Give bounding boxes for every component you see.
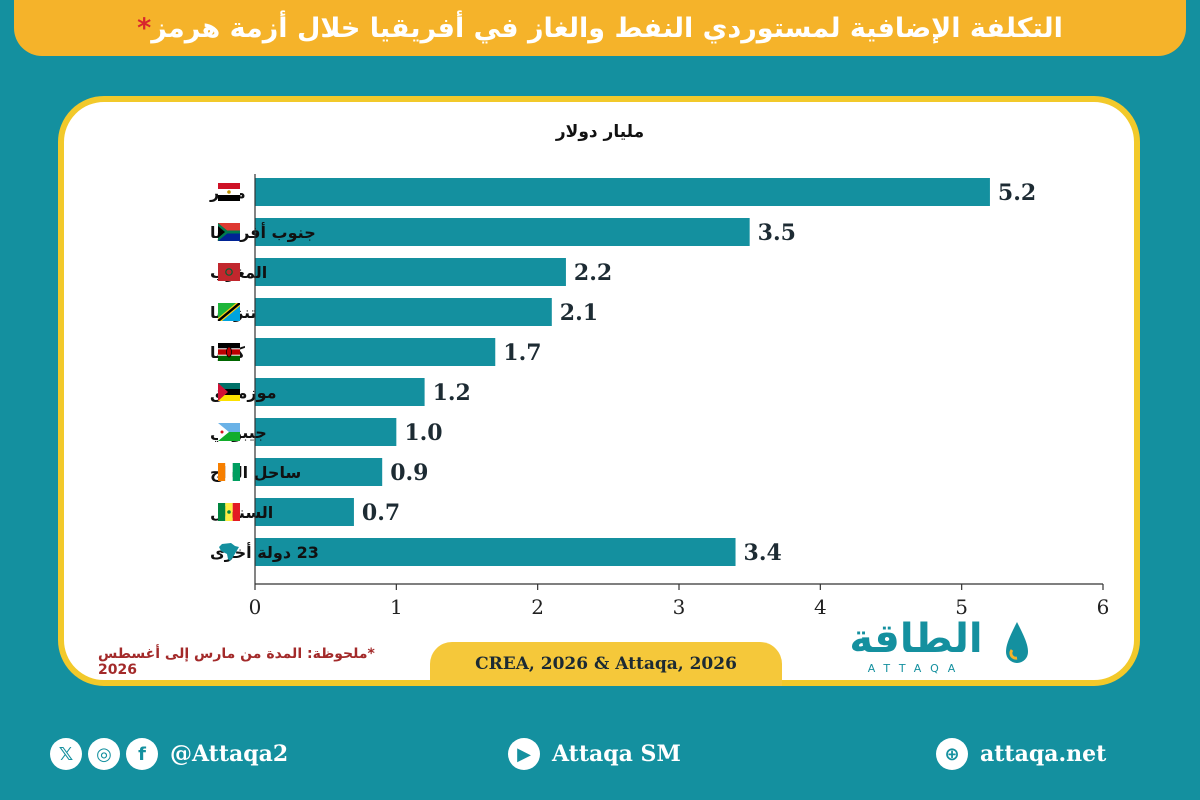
senegal-flag-icon [218,503,240,521]
x-tick-label-3: 3 [673,595,686,619]
kenya-flag-icon [218,343,240,361]
attaqa-logo: الطاقة ATTAQA [826,616,1046,680]
value-label-2: 2.2 [574,260,612,286]
value-label-8: 0.7 [362,500,400,526]
chart-title: التكلفة الإضافية لمستوردي النفط والغاز ف… [137,12,1063,44]
djibouti-flag-icon [218,423,240,441]
value-label-7: 0.9 [390,460,428,486]
value-label-3: 2.1 [560,300,598,326]
value-label-6: 1.0 [404,420,442,446]
instagram-icon[interactable]: ◎ [88,738,120,770]
bar-2 [255,258,566,286]
bar-9 [255,538,736,566]
bar-5 [255,378,425,406]
social-handle[interactable]: @Attaqa2 [170,741,289,767]
title-bar: التكلفة الإضافية لمستوردي النفط والغاز ف… [14,0,1186,56]
x-tick-label-2: 2 [531,595,544,619]
x-tick-label-0: 0 [249,595,262,619]
source-label: CREA, 2026 & Attaqa, 2026 [430,642,782,686]
value-label-9: 3.4 [744,540,782,566]
value-label-1: 3.5 [758,220,796,246]
x-tick-label-1: 1 [390,595,403,619]
logo-arabic: الطاقة [849,616,983,662]
ivory-coast-flag-icon [218,463,240,481]
x-tick-label-5: 5 [955,595,968,619]
mozambique-flag-icon [218,383,240,401]
bar-6 [255,418,397,446]
drop-icon [1006,622,1028,663]
unit-label: مليار دولار [555,122,645,142]
logo-latin: ATTAQA [867,662,965,675]
website-url[interactable]: attaqa.net [980,741,1107,767]
tanzania-flag-icon [218,303,240,321]
footer: 𝕏 ◎ f @Attaqa2 ▶ Attaqa SM ⊕ attaqa.net [0,726,1200,786]
value-label-5: 1.2 [433,380,471,406]
footnote: *ملحوظة: المدة من مارس إلى أغسطس 2026 [98,646,375,678]
bar-3 [255,298,552,326]
morocco-flag-icon [218,263,240,281]
egypt-flag-icon [218,183,240,201]
bar-4 [255,338,496,366]
bar-1 [255,218,750,246]
bar-8 [255,498,354,526]
social-links: 𝕏 ◎ f @Attaqa2 [50,738,288,770]
youtube-handle[interactable]: Attaqa SM [552,741,681,767]
x-tick-label-4: 4 [814,595,827,619]
south-africa-flag-icon [218,223,240,241]
x-icon[interactable]: 𝕏 [50,738,82,770]
bar-7 [255,458,383,486]
website-link: ⊕ attaqa.net [936,738,1106,770]
globe-icon[interactable]: ⊕ [936,738,968,770]
bar-0 [255,178,990,206]
value-label-4: 1.7 [503,340,541,366]
x-tick-label-6: 6 [1097,595,1110,619]
facebook-icon[interactable]: f [126,738,158,770]
youtube-icon[interactable]: ▶ [508,738,540,770]
africa-map-icon [219,543,239,561]
youtube-link: ▶ Attaqa SM [508,738,681,770]
value-label-0: 5.2 [998,180,1036,206]
